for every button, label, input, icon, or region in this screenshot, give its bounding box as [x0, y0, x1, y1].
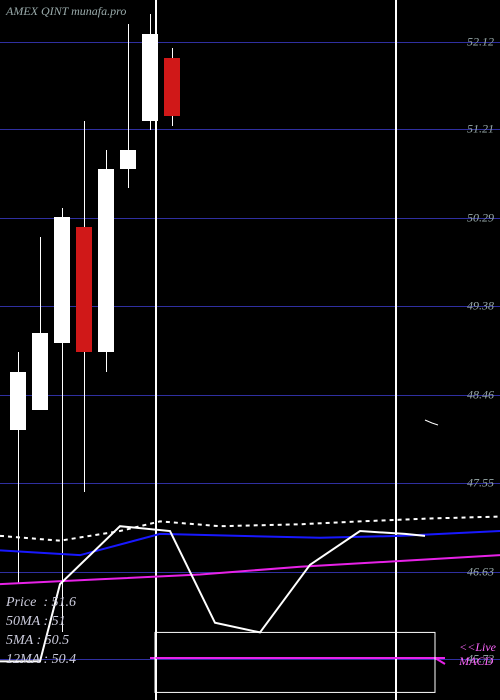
live-label-line1: <<Live [459, 640, 496, 654]
price-info-panel: Price : 51.6 50MA : 515MA : 50.512MA : 5… [6, 594, 76, 670]
price-value: 51.6 [52, 595, 77, 610]
ma-row: 12MA : 50.4 [6, 651, 76, 670]
price-row: Price : 51.6 [6, 594, 76, 613]
live-label-line2: MACD [459, 654, 496, 668]
ma-row: 50MA : 51 [6, 613, 76, 632]
price-label: Price [6, 595, 36, 610]
live-macd-label: <<Live MACD [459, 640, 496, 669]
chart-title: AMEX QINT munafa.pro [6, 4, 126, 19]
ma-row: 5MA : 50.5 [6, 632, 76, 651]
